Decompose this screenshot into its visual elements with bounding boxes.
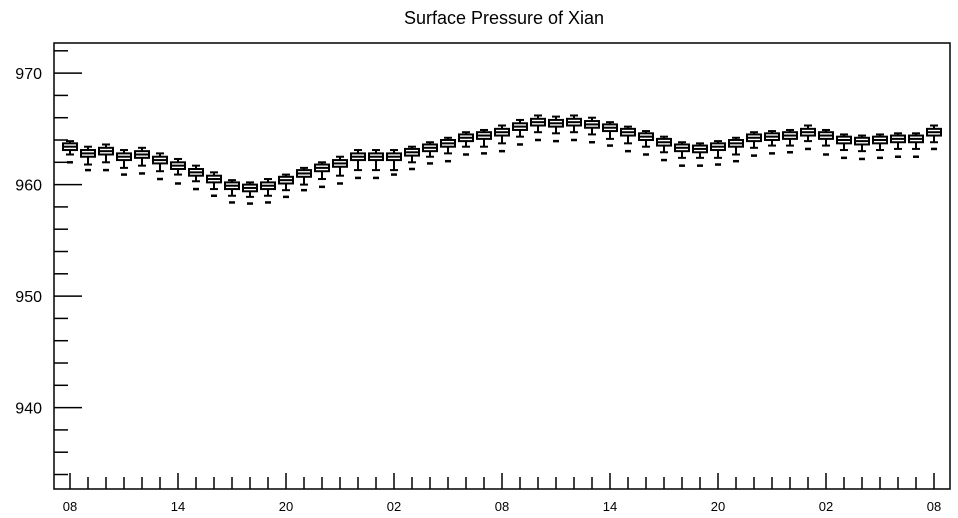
x-tick-label: 02 — [387, 499, 401, 514]
box-plot — [98, 143, 114, 172]
box-plot — [206, 171, 222, 198]
box-plot — [890, 132, 906, 158]
box-plot — [440, 136, 456, 163]
box-plot — [116, 149, 132, 176]
box-plot — [836, 133, 852, 160]
box-plot — [566, 114, 582, 142]
box-plot — [476, 128, 492, 155]
box-plot — [368, 149, 384, 180]
box-plot — [296, 166, 312, 192]
y-tick-label: 960 — [15, 178, 42, 195]
box-plot — [674, 141, 690, 167]
x-tick-label: 08 — [63, 499, 77, 514]
box-plot — [404, 145, 420, 171]
box-plot — [926, 124, 942, 151]
x-tick-label: 20 — [279, 499, 293, 514]
x-axis: 08 14 20 02 08 14 20 02 08 — [63, 473, 941, 514]
box-plot — [764, 130, 780, 155]
box-plot — [782, 128, 798, 154]
y-tick-label: 970 — [15, 66, 42, 83]
y-tick-label: 940 — [15, 401, 42, 418]
box-plot — [80, 145, 96, 172]
box-series — [62, 114, 942, 205]
box-plot — [818, 128, 834, 156]
box-plot — [332, 155, 348, 185]
box-plot — [170, 157, 186, 185]
box-plot — [692, 142, 708, 167]
box-plot — [422, 141, 438, 165]
box-plot — [728, 136, 744, 163]
box-plot — [602, 121, 618, 147]
box-plot — [494, 124, 510, 153]
chart-title: Surface Pressure of Xian — [404, 8, 604, 28]
x-tick-label: 02 — [819, 499, 833, 514]
box-plot — [152, 152, 168, 181]
box-plot — [134, 146, 150, 175]
box-plot — [260, 178, 276, 204]
box-plot — [242, 181, 258, 205]
y-tick-label: 950 — [15, 289, 42, 306]
box-plot — [908, 132, 924, 158]
box-plot — [548, 115, 564, 143]
box-plot — [800, 124, 816, 151]
x-tick-label: 20 — [711, 499, 725, 514]
y-axis: 940 950 960 970 — [15, 50, 82, 476]
box-plot — [656, 135, 672, 162]
x-tick-label: 14 — [603, 499, 617, 514]
box-plot — [188, 164, 204, 191]
box-plot — [638, 130, 654, 156]
box-plot — [224, 179, 240, 204]
box-plot — [854, 134, 870, 161]
box-plot — [62, 140, 78, 164]
box-plot — [386, 149, 402, 176]
x-tick-label: 08 — [927, 499, 941, 514]
box-plot — [584, 116, 600, 144]
box-plot — [350, 149, 366, 180]
box-plot — [710, 140, 726, 166]
x-tick-label: 14 — [171, 499, 185, 514]
box-plot — [278, 173, 294, 199]
box-plot — [458, 131, 474, 156]
x-tick-label: 08 — [495, 499, 509, 514]
box-plot — [746, 131, 762, 157]
box-plot — [512, 118, 528, 146]
plot-frame — [53, 42, 951, 490]
box-plot — [620, 125, 636, 153]
box-plot — [872, 133, 888, 160]
box-plot — [530, 114, 546, 142]
box-plot — [314, 161, 330, 189]
